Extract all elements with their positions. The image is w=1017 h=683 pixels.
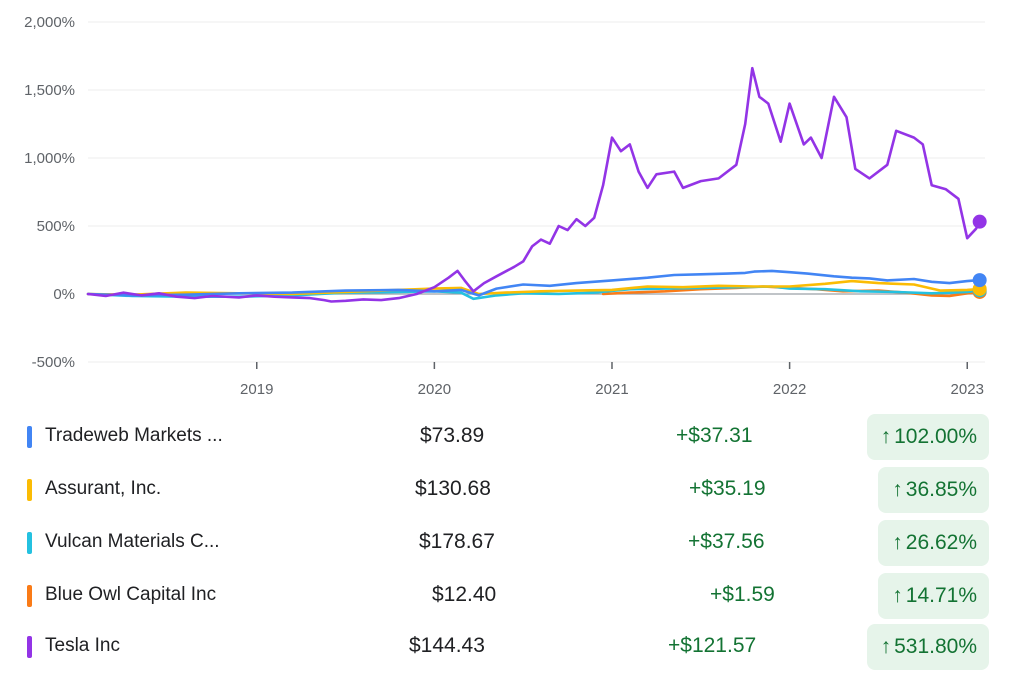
series-name: Blue Owl Capital Inc [45, 584, 217, 605]
up-arrow-icon: ↑ [880, 635, 892, 658]
series-change: +$121.57 [668, 634, 757, 657]
series-price: $130.68 [415, 477, 491, 500]
series-change: +$37.56 [688, 530, 765, 553]
series-color-swatch [27, 532, 32, 554]
up-arrow-icon: ↑ [892, 531, 903, 554]
legend-table: Tradeweb Markets ... $73.89 +$37.31 ↑ 102… [0, 412, 1017, 680]
series-percent-badge: ↑ 14.71% [878, 573, 989, 619]
x-tick-label: 2022 [773, 381, 806, 398]
series-color-swatch [27, 585, 32, 607]
y-tick-label: 0% [53, 286, 75, 303]
y-tick-label: 1,000% [24, 150, 75, 167]
y-tick-label: 500% [37, 218, 75, 235]
y-tick-label: -500% [32, 354, 75, 371]
series-lines [86, 66, 981, 303]
series-line [86, 279, 981, 296]
series-name: Tradeweb Markets ... [45, 425, 223, 446]
series-end-dot [972, 214, 987, 229]
x-tick-label: 2021 [595, 381, 628, 398]
series-price: $12.40 [432, 583, 497, 606]
legend-row-vulcan[interactable]: Vulcan Materials C... $178.67 +$37.56 ↑ 2… [0, 518, 1017, 568]
series-percent-badge: ↑ 36.85% [878, 467, 989, 513]
series-line [86, 66, 981, 303]
up-arrow-icon: ↑ [892, 584, 903, 607]
chart-gridlines [88, 21, 985, 363]
up-arrow-icon: ↑ [892, 478, 903, 501]
series-price: $178.67 [419, 530, 495, 553]
y-tick-label: 2,000% [24, 14, 75, 31]
series-percent-badge: ↑ 102.00% [866, 414, 989, 460]
series-name: Tesla Inc [45, 635, 120, 656]
legend-row-tesla[interactable]: Tesla Inc $144.43 +$121.57 ↑ 531.80% [0, 622, 1017, 672]
x-axis: 2019 2020 2021 2022 2023 [240, 362, 984, 398]
y-axis: 2,000% 1,500% 1,000% 500% 0% -500% [24, 14, 75, 371]
series-line [86, 269, 981, 297]
series-change: +$35.19 [689, 477, 766, 500]
x-tick-label: 2020 [418, 381, 451, 398]
series-change: +$1.59 [710, 583, 775, 606]
x-tick-label: 2023 [951, 381, 984, 398]
series-percent-badge: ↑ 531.80% [866, 624, 989, 670]
series-change: +$37.31 [676, 424, 753, 447]
series-price: $144.43 [409, 634, 485, 657]
series-percent: 102.00% [894, 425, 977, 448]
y-tick-label: 1,500% [24, 82, 75, 99]
series-percent: 26.62% [905, 531, 977, 554]
series-color-swatch [27, 636, 32, 658]
legend-row-assurant[interactable]: Assurant, Inc. $130.68 +$35.19 ↑ 36.85% [0, 465, 1017, 515]
series-name: Vulcan Materials C... [45, 531, 220, 552]
series-name: Assurant, Inc. [45, 478, 162, 499]
legend-row-blue-owl[interactable]: Blue Owl Capital Inc $12.40 +$1.59 ↑ 14.7… [0, 571, 1017, 621]
performance-chart: 2,000%1,500%1,000%500%0%-500% 2019 2020 20… [24, 14, 987, 398]
series-color-swatch [27, 479, 32, 501]
legend-row-tradeweb[interactable]: Tradeweb Markets ... $73.89 +$37.31 ↑ 102… [0, 412, 1017, 462]
series-percent: 36.85% [905, 478, 977, 501]
x-tick-label: 2019 [240, 381, 273, 398]
up-arrow-icon: ↑ [880, 425, 892, 448]
series-end-dot [972, 273, 987, 288]
series-price: $73.89 [420, 424, 485, 447]
series-percent: 531.80% [894, 635, 977, 658]
series-percent: 14.71% [905, 584, 977, 607]
series-end-markers [972, 214, 987, 299]
series-color-swatch [27, 426, 32, 448]
series-percent-badge: ↑ 26.62% [878, 520, 989, 566]
